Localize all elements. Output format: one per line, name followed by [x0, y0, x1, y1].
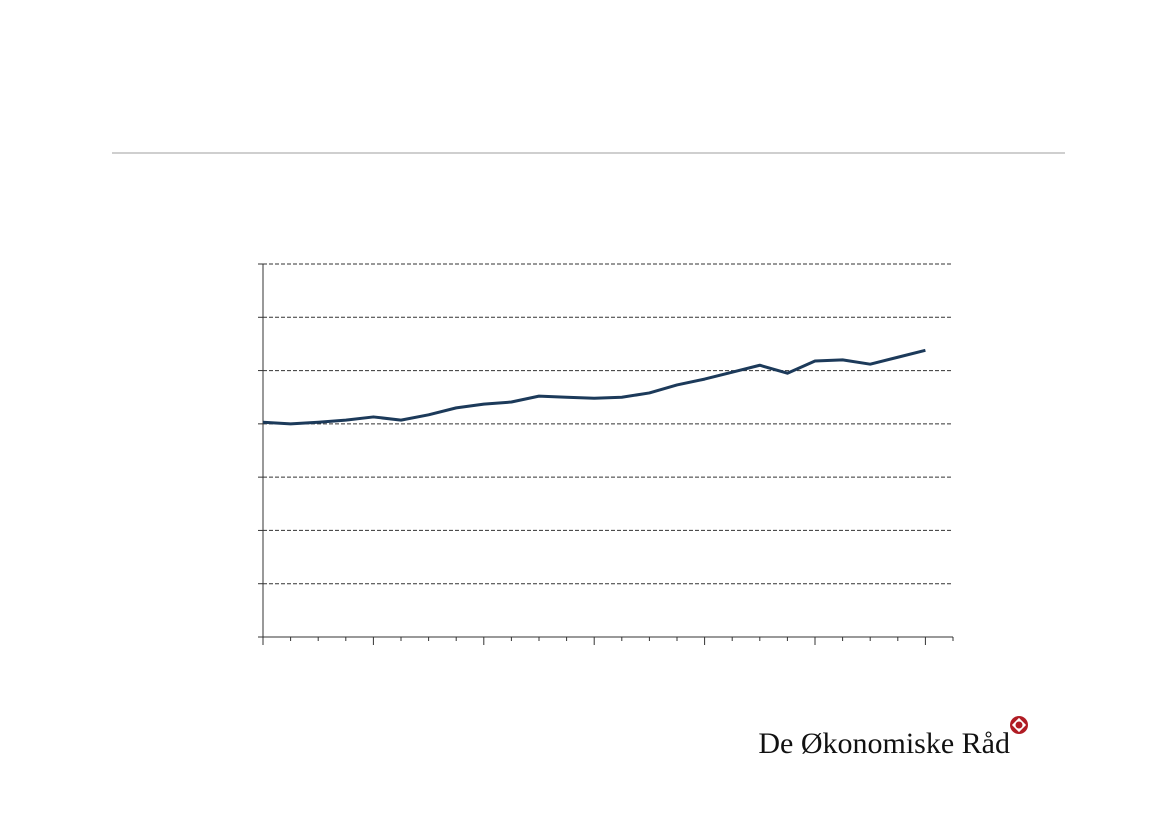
logo-text: De Økonomiske Råd	[758, 727, 1010, 760]
data-line	[262, 348, 926, 426]
logo-icon	[1010, 716, 1028, 734]
